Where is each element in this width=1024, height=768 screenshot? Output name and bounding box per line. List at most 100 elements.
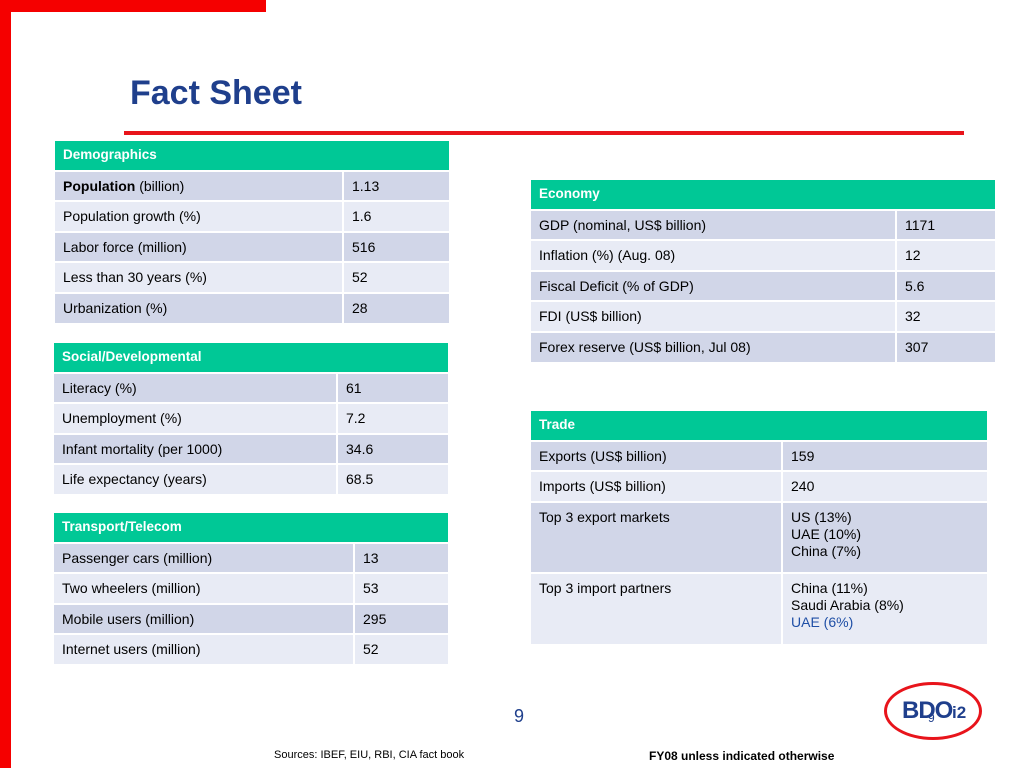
table-row: Literacy (%) 61 bbox=[52, 372, 450, 404]
table-row: Less than 30 years (%) 52 bbox=[53, 261, 451, 294]
row-label: Top 3 import partners bbox=[529, 572, 783, 646]
row-label: Exports (US$ billion) bbox=[529, 440, 783, 472]
table-row: Forex reserve (US$ billion, Jul 08) 307 bbox=[529, 331, 998, 364]
row-label: Unemployment (%) bbox=[52, 402, 338, 435]
table-row: Inflation (%) (Aug. 08) 12 bbox=[529, 239, 998, 272]
import-partner-item: UAE (6%) bbox=[791, 614, 854, 630]
row-label: Mobile users (million) bbox=[52, 603, 355, 635]
import-partner-item: China (11%) bbox=[791, 580, 868, 596]
social-header: Social/Developmental bbox=[52, 341, 450, 374]
export-market-item: US (13%) bbox=[791, 509, 852, 525]
table-row: Unemployment (%) 7.2 bbox=[52, 402, 450, 435]
logo-page-number: 9 bbox=[928, 711, 935, 725]
row-value: 53 bbox=[353, 572, 450, 605]
row-value: 13 bbox=[353, 542, 450, 574]
table-row: Top 3 import partners China (11%) Saudi … bbox=[529, 572, 989, 646]
logo-text: BDO bbox=[902, 697, 953, 724]
row-value: 52 bbox=[342, 261, 451, 294]
row-label: FDI (US$ billion) bbox=[529, 300, 897, 333]
row-value: 295 bbox=[353, 603, 450, 635]
row-value: 12 bbox=[894, 239, 998, 272]
row-label: GDP (nominal, US$ billion) bbox=[529, 209, 897, 241]
row-value-list: US (13%) UAE (10%) China (7%) bbox=[781, 501, 989, 574]
demographics-table: Demographics Population (billion) 1.13 P… bbox=[53, 139, 451, 325]
economy-table: Economy GDP (nominal, US$ billion) 1171 … bbox=[528, 178, 998, 364]
row-value: 68.5 bbox=[336, 463, 450, 496]
page-title: Fact Sheet bbox=[130, 74, 302, 112]
table-row: Imports (US$ billion) 240 bbox=[529, 470, 989, 503]
row-label: Imports (US$ billion) bbox=[529, 470, 783, 503]
table-row: Labor force (million) 516 bbox=[53, 231, 451, 263]
trade-header: Trade bbox=[529, 409, 989, 442]
table-header-row: Social/Developmental bbox=[52, 341, 450, 374]
row-label: Population (billion) bbox=[53, 170, 344, 202]
row-label: Passenger cars (million) bbox=[52, 542, 355, 574]
demographics-header: Demographics bbox=[53, 139, 451, 172]
table-row: Urbanization (%) 28 bbox=[53, 292, 451, 325]
row-label: Two wheelers (million) bbox=[52, 572, 355, 605]
table-row: GDP (nominal, US$ billion) 1171 bbox=[529, 209, 998, 241]
row-label: Forex reserve (US$ billion, Jul 08) bbox=[529, 331, 897, 364]
row-value: 32 bbox=[894, 300, 998, 333]
table-row: Exports (US$ billion) 159 bbox=[529, 440, 989, 472]
table-row: Population growth (%) 1.6 bbox=[53, 200, 451, 233]
export-market-item: UAE (10%) bbox=[791, 526, 862, 542]
transport-header: Transport/Telecom bbox=[52, 511, 450, 544]
row-value: 159 bbox=[781, 440, 989, 472]
row-label: Inflation (%) (Aug. 08) bbox=[529, 239, 897, 272]
row-value-list: China (11%) Saudi Arabia (8%) UAE (6%) bbox=[781, 572, 989, 646]
row-label: Life expectancy (years) bbox=[52, 463, 338, 496]
row-label: Top 3 export markets bbox=[529, 501, 783, 574]
row-value: 5.6 bbox=[894, 270, 998, 302]
row-label: Fiscal Deficit (% of GDP) bbox=[529, 270, 897, 302]
population-label-bold: Population bbox=[63, 178, 136, 194]
logo-suffix: i2 bbox=[952, 703, 967, 722]
economy-header: Economy bbox=[528, 178, 998, 211]
top-accent-bar bbox=[0, 0, 266, 12]
bdo-logo: BDO 9 i2 bbox=[884, 682, 986, 744]
fiscal-year-note: FY08 unless indicated otherwise bbox=[649, 749, 835, 763]
table-header-row: Trade bbox=[529, 409, 989, 442]
table-row: Two wheelers (million) 53 bbox=[52, 572, 450, 605]
row-value: 240 bbox=[781, 470, 989, 503]
page-number: 9 bbox=[514, 706, 525, 726]
table-row: Infant mortality (per 1000) 34.6 bbox=[52, 433, 450, 465]
title-underline bbox=[124, 131, 964, 135]
row-label: Infant mortality (per 1000) bbox=[52, 433, 338, 465]
row-value: 52 bbox=[353, 633, 450, 666]
table-header-row: Demographics bbox=[53, 139, 451, 172]
export-market-item: China (7%) bbox=[791, 543, 862, 559]
row-value: 7.2 bbox=[336, 402, 450, 435]
row-value: 28 bbox=[342, 292, 451, 325]
table-row: FDI (US$ billion) 32 bbox=[529, 300, 998, 333]
table-row: Fiscal Deficit (% of GDP) 5.6 bbox=[529, 270, 998, 302]
row-label: Less than 30 years (%) bbox=[53, 261, 344, 294]
row-label: Labor force (million) bbox=[53, 231, 344, 263]
table-row: Top 3 export markets US (13%) UAE (10%) … bbox=[529, 501, 989, 574]
logo-ellipse bbox=[884, 682, 982, 740]
table-row: Population (billion) 1.13 bbox=[53, 170, 451, 202]
row-label: Literacy (%) bbox=[52, 372, 338, 404]
row-value: 516 bbox=[342, 231, 451, 263]
table-row: Mobile users (million) 295 bbox=[52, 603, 450, 635]
row-label: Internet users (million) bbox=[52, 633, 355, 666]
table-row: Internet users (million) 52 bbox=[52, 633, 450, 666]
row-label: Urbanization (%) bbox=[53, 292, 344, 325]
table-header-row: Transport/Telecom bbox=[52, 511, 450, 544]
trade-table: Trade Exports (US$ billion) 159 Imports … bbox=[529, 409, 989, 646]
table-row: Life expectancy (years) 68.5 bbox=[52, 463, 450, 496]
table-row: Passenger cars (million) 13 bbox=[52, 542, 450, 574]
row-value: 61 bbox=[336, 372, 450, 404]
row-label: Population growth (%) bbox=[53, 200, 344, 233]
sources-note: Sources: IBEF, EIU, RBI, CIA fact book bbox=[274, 749, 465, 761]
population-label-unit: (billion) bbox=[135, 178, 185, 194]
left-accent-bar bbox=[0, 0, 11, 768]
import-partner-item: Saudi Arabia (8%) bbox=[791, 597, 904, 613]
row-value: 1.13 bbox=[342, 170, 451, 202]
social-table: Social/Developmental Literacy (%) 61 Une… bbox=[52, 341, 450, 496]
transport-table: Transport/Telecom Passenger cars (millio… bbox=[52, 511, 450, 666]
row-value: 1171 bbox=[894, 209, 998, 241]
row-value: 1.6 bbox=[342, 200, 451, 233]
table-header-row: Economy bbox=[528, 178, 998, 211]
row-value: 307 bbox=[894, 331, 998, 364]
